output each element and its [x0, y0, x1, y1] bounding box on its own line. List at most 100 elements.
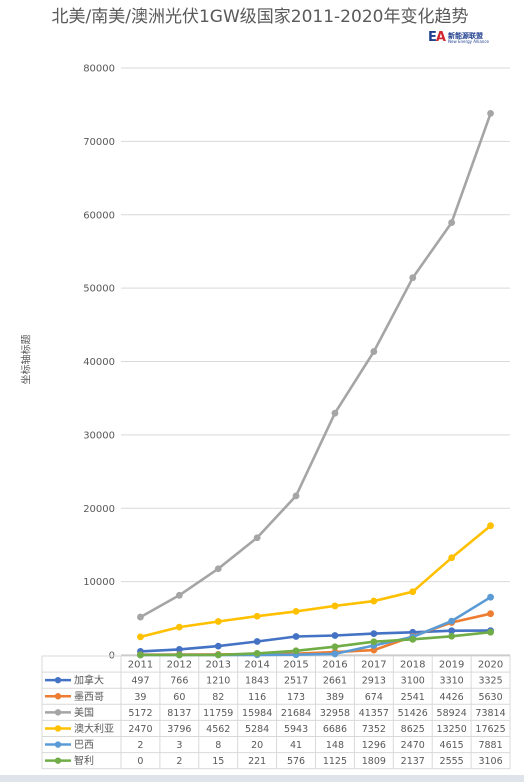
data-point	[175, 651, 183, 659]
data-table-cell: 2541	[401, 692, 425, 703]
data-point	[253, 638, 261, 645]
legend-label: 加拿大	[74, 674, 104, 687]
data-table-cell: 766	[170, 676, 188, 687]
data-point	[409, 274, 417, 282]
data-table-cell: 173	[287, 692, 305, 703]
data-table-cell: 0	[137, 756, 143, 767]
data-table-cell: 8625	[401, 724, 425, 735]
data-table-cell: 2517	[284, 676, 308, 687]
data-table-cell: 3325	[478, 676, 502, 687]
data-table-cell: 1125	[323, 756, 347, 767]
data-table-cell: 2555	[440, 756, 464, 767]
data-table-cell: 1296	[362, 740, 386, 751]
x-tick-label: 2013	[206, 660, 231, 671]
data-table-cell: 58924	[437, 708, 467, 719]
series-line	[139, 112, 492, 619]
data-table-cell: 8137	[167, 708, 191, 719]
data-table-cell: 148	[326, 740, 344, 751]
data-table-cell: 11759	[203, 708, 233, 719]
legend-label: 美国	[74, 706, 94, 719]
data-point	[370, 348, 378, 355]
y-tick-label: 80000	[83, 64, 115, 75]
data-table-cell: 2470	[128, 724, 152, 735]
data-point	[370, 630, 378, 638]
data-point	[487, 610, 494, 618]
series-line	[140, 630, 491, 657]
data-point	[292, 607, 300, 615]
data-table-cell: 39	[134, 692, 146, 703]
data-table-cell: 4426	[440, 692, 464, 703]
data-table-cell: 2	[137, 740, 143, 751]
data-table-cell: 2913	[362, 676, 386, 687]
x-tick-label: 2011	[128, 660, 153, 671]
data-table-cell: 5630	[478, 692, 502, 703]
data-table-cell: 6686	[323, 724, 347, 735]
x-tick-label: 2019	[439, 660, 464, 671]
data-point	[331, 650, 339, 658]
logo-name-en: New Energy Alliance	[448, 39, 489, 44]
data-table-cell: 51426	[398, 708, 428, 719]
y-tick-label: 60000	[83, 210, 115, 221]
data-point	[448, 617, 456, 625]
chart-title: 北美/南美/澳洲光伏1GW级国家2011-2020年变化趋势	[51, 7, 469, 27]
data-point	[175, 591, 183, 599]
data-point	[175, 623, 183, 631]
data-point	[214, 651, 222, 659]
data-point	[409, 588, 417, 596]
data-table-cell: 1809	[362, 756, 386, 767]
data-point	[487, 522, 494, 530]
data-point	[487, 593, 494, 601]
data-point	[448, 554, 456, 562]
data-table-cell: 1843	[245, 676, 269, 687]
data-table-cell: 5284	[245, 724, 269, 735]
data-table-cell: 4562	[206, 724, 230, 735]
data-table-cell: 2137	[401, 756, 425, 767]
data-point	[214, 618, 222, 625]
data-table-cell: 82	[212, 692, 224, 703]
series-line	[140, 524, 492, 639]
data-table-cell: 41	[290, 740, 302, 751]
data-table-cell: 15984	[242, 708, 272, 719]
data-point	[253, 649, 261, 657]
data-table-cell: 13250	[437, 724, 467, 735]
data-point	[448, 627, 456, 635]
y-tick-label: 70000	[83, 137, 115, 148]
x-tick-label: 2017	[361, 660, 386, 671]
y-tick-label: 10000	[83, 577, 115, 588]
data-table-cell: 32958	[320, 708, 350, 719]
data-point	[292, 633, 300, 640]
data-table-cell: 20	[251, 740, 263, 751]
data-table-cell: 17625	[475, 724, 505, 735]
data-table-cell: 3	[176, 740, 182, 751]
x-tick-label: 2014	[244, 660, 269, 671]
series-line	[140, 629, 491, 653]
data-point	[175, 645, 183, 653]
data-table-cell: 3796	[167, 724, 191, 735]
x-tick-label: 2020	[478, 660, 503, 671]
y-tick-label: 20000	[83, 504, 115, 515]
data-table-cell: 21684	[281, 708, 311, 719]
data-table-cell: 221	[248, 756, 266, 767]
data-point	[253, 612, 261, 620]
y-tick-label: 50000	[83, 284, 115, 295]
data-point	[331, 409, 339, 417]
data-table-cell: 576	[287, 756, 305, 767]
data-point	[137, 651, 144, 659]
data-point	[331, 602, 339, 610]
data-table-cell: 73814	[475, 708, 505, 719]
brand-logo: EA 新能源联盟 New Energy Alliance	[428, 30, 498, 46]
data-table-cell: 2470	[401, 740, 425, 751]
legend-key-marker	[54, 757, 62, 764]
logo-mark: EA	[428, 30, 446, 45]
legend-key-marker	[54, 676, 62, 684]
x-tick-label: 2015	[283, 660, 308, 671]
data-point	[331, 643, 339, 651]
data-point	[331, 632, 339, 639]
data-point	[487, 628, 494, 636]
data-table-cell: 8	[215, 740, 221, 751]
legend-key-marker	[54, 725, 62, 732]
data-table-cell: 674	[365, 692, 383, 703]
data-table-cell: 497	[131, 676, 149, 687]
legend-label: 巴西	[74, 739, 94, 751]
